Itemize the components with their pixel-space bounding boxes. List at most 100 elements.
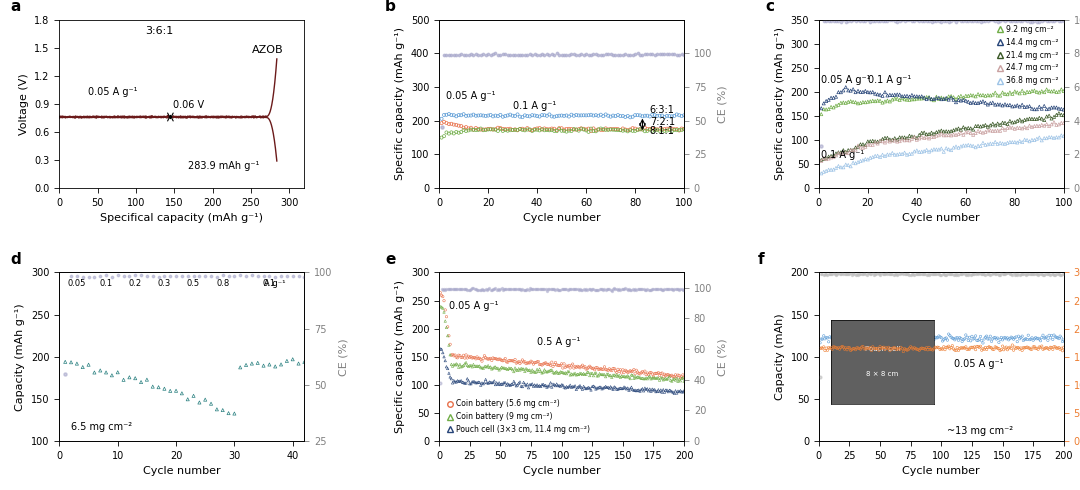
- Point: [1042, 271, 1059, 279]
- Point: [538, 50, 555, 58]
- Text: 0.8: 0.8: [216, 279, 229, 288]
- Point: [573, 385, 591, 393]
- Point: [926, 95, 943, 103]
- Point: [575, 369, 592, 377]
- Point: [896, 133, 914, 141]
- Point: [1026, 105, 1043, 113]
- Point: [837, 270, 854, 277]
- Point: [596, 371, 613, 379]
- Point: [976, 121, 994, 129]
- Point: [963, 332, 981, 340]
- Point: [933, 94, 950, 101]
- Point: [989, 270, 1007, 278]
- Point: [891, 150, 908, 158]
- Point: [662, 372, 679, 380]
- Point: [905, 345, 922, 353]
- Point: [1013, 346, 1030, 354]
- Point: [673, 112, 690, 120]
- Text: c: c: [765, 0, 774, 14]
- Point: [582, 51, 599, 59]
- Point: [575, 125, 592, 133]
- Point: [607, 51, 624, 59]
- Point: [957, 331, 974, 339]
- Point: [590, 365, 607, 373]
- Point: [890, 270, 907, 278]
- Point: [943, 92, 960, 100]
- Point: [1030, 270, 1048, 278]
- Point: [1015, 337, 1032, 344]
- Point: [455, 351, 472, 359]
- Point: [620, 373, 637, 381]
- Point: [858, 271, 875, 279]
- Point: [845, 17, 862, 24]
- Point: [548, 368, 565, 376]
- Point: [935, 95, 953, 102]
- Point: [114, 272, 132, 280]
- Point: [881, 91, 899, 98]
- Point: [869, 152, 887, 160]
- Point: [462, 353, 480, 361]
- Point: [579, 286, 596, 294]
- Point: [833, 270, 850, 277]
- Point: [487, 49, 504, 57]
- Point: [534, 50, 551, 58]
- Point: [568, 364, 585, 371]
- Point: [630, 373, 647, 381]
- Point: [583, 365, 600, 372]
- Point: [867, 333, 885, 341]
- Point: [1016, 136, 1034, 144]
- Point: [580, 368, 597, 376]
- Point: [856, 18, 874, 25]
- Point: [991, 100, 1009, 108]
- Point: [899, 346, 916, 354]
- Point: [876, 270, 893, 278]
- Point: [940, 131, 957, 139]
- Point: [819, 270, 836, 278]
- Point: [460, 112, 477, 120]
- Point: [534, 286, 551, 294]
- Point: [514, 383, 531, 391]
- Point: [896, 92, 914, 100]
- Point: [974, 98, 991, 105]
- Point: [1018, 88, 1036, 96]
- Point: [489, 127, 507, 135]
- Point: [888, 345, 905, 353]
- Point: [489, 124, 507, 132]
- Point: [477, 285, 495, 293]
- Point: [482, 354, 499, 362]
- Point: [459, 286, 476, 294]
- Point: [459, 354, 476, 362]
- Point: [1001, 17, 1018, 24]
- Point: [827, 343, 845, 351]
- Text: 0.05 A g⁻¹: 0.05 A g⁻¹: [89, 87, 138, 98]
- Point: [509, 285, 526, 293]
- Point: [648, 369, 665, 377]
- Point: [815, 332, 833, 340]
- Point: [629, 373, 646, 381]
- Point: [542, 285, 559, 293]
- Point: [974, 339, 991, 347]
- Point: [654, 372, 672, 380]
- Point: [1021, 336, 1038, 343]
- Point: [994, 336, 1011, 344]
- Point: [609, 372, 626, 380]
- Point: [522, 125, 539, 133]
- Point: [1055, 17, 1072, 24]
- Point: [899, 151, 916, 159]
- Point: [446, 286, 463, 294]
- Point: [453, 111, 470, 119]
- Point: [852, 140, 869, 148]
- Point: [646, 126, 663, 134]
- Point: [480, 125, 497, 133]
- Point: [823, 270, 840, 278]
- Point: [605, 386, 622, 393]
- Point: [633, 286, 650, 294]
- Point: [849, 16, 866, 24]
- Point: [436, 357, 454, 365]
- Point: [647, 285, 664, 293]
- Point: [984, 120, 1001, 128]
- Point: [964, 142, 982, 150]
- Point: [593, 286, 610, 294]
- Point: [546, 359, 564, 367]
- Point: [847, 346, 864, 354]
